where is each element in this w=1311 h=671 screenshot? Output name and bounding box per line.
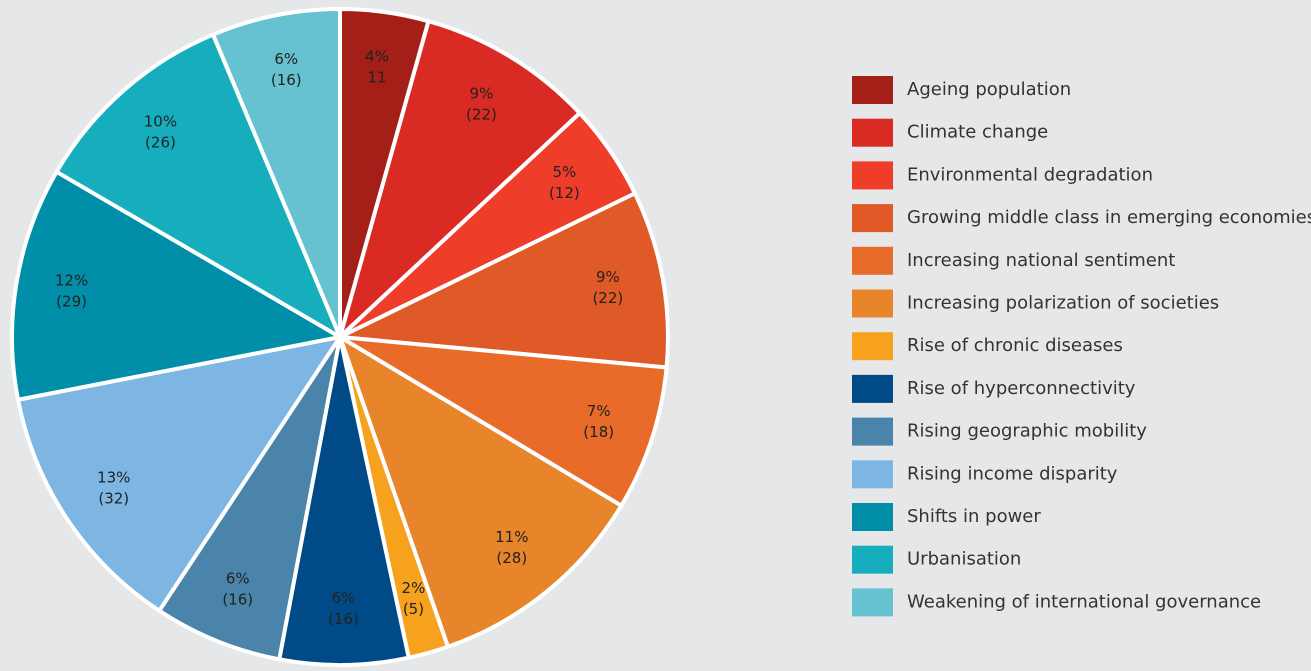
slice-count-label: (16) bbox=[271, 71, 302, 89]
legend-label: Rise of chronic diseases bbox=[907, 335, 1123, 356]
legend-label: Shifts in power bbox=[907, 506, 1041, 527]
legend-label: Environmental degradation bbox=[907, 164, 1153, 185]
legend-swatch bbox=[852, 460, 893, 489]
pie-slice bbox=[277, 335, 411, 667]
pie-slice bbox=[16, 335, 342, 613]
legend-label: Increasing national sentiment bbox=[907, 250, 1175, 271]
pie-slice bbox=[338, 335, 669, 508]
legend-label: Ageing population bbox=[907, 79, 1071, 100]
legend-label: Weakening of international governance bbox=[907, 591, 1261, 612]
slice-count-label: (16) bbox=[328, 610, 359, 628]
pie-slice bbox=[157, 335, 342, 662]
pie-slice bbox=[10, 169, 342, 402]
slice-count-label: (22) bbox=[466, 105, 497, 123]
slice-percent-label: 2% bbox=[402, 579, 426, 597]
slice-count-label: (29) bbox=[56, 293, 87, 311]
slice-count-label: (16) bbox=[222, 590, 253, 608]
slice-count-label: (18) bbox=[583, 423, 614, 441]
legend-swatch bbox=[852, 246, 893, 275]
legend-label: Increasing polarization of societies bbox=[907, 293, 1219, 314]
slice-percent-label: 11% bbox=[495, 528, 528, 546]
slice-count-label: (22) bbox=[592, 289, 623, 307]
legend-swatch bbox=[852, 417, 893, 446]
legend-label: Rising geographic mobility bbox=[907, 421, 1147, 442]
legend-label: Growing middle class in emerging economi… bbox=[907, 207, 1311, 228]
slice-count-label: (5) bbox=[403, 600, 424, 618]
slice-count-label: 11 bbox=[368, 68, 387, 86]
slice-percent-label: 9% bbox=[596, 268, 620, 286]
pie-slice bbox=[54, 32, 342, 339]
legend-label: Rising income disparity bbox=[907, 463, 1118, 484]
pie-slice bbox=[338, 191, 670, 370]
legend-swatch bbox=[852, 332, 893, 361]
pie-slice bbox=[211, 7, 342, 339]
legend-swatch bbox=[852, 374, 893, 403]
slice-percent-label: 5% bbox=[552, 163, 576, 181]
slice-percent-label: 4% bbox=[365, 47, 389, 65]
slice-count-label: (28) bbox=[496, 549, 527, 567]
legend-swatch bbox=[852, 503, 893, 531]
slice-percent-label: 12% bbox=[55, 272, 88, 290]
pie-slice bbox=[338, 335, 624, 649]
pie-slice bbox=[338, 19, 582, 339]
legend-swatch bbox=[852, 588, 893, 617]
legend-label: Rise of hyperconnectivity bbox=[907, 378, 1136, 399]
slice-count-label: (12) bbox=[549, 184, 580, 202]
legend-label: Climate change bbox=[907, 122, 1048, 143]
slice-count-label: (26) bbox=[145, 133, 176, 151]
legend-label: Urbanisation bbox=[907, 549, 1021, 570]
slice-percent-label: 6% bbox=[226, 569, 250, 587]
slice-percent-label: 6% bbox=[274, 50, 298, 68]
slice-percent-label: 9% bbox=[470, 84, 494, 102]
legend-swatch bbox=[852, 76, 893, 104]
slice-percent-label: 6% bbox=[331, 589, 355, 607]
legend-swatch bbox=[852, 118, 893, 147]
legend-swatch bbox=[852, 289, 893, 318]
slice-percent-label: 10% bbox=[144, 112, 177, 130]
legend-swatch bbox=[852, 545, 893, 574]
legend-swatch bbox=[852, 204, 893, 233]
slice-percent-label: 13% bbox=[97, 468, 130, 486]
slice-percent-label: 7% bbox=[587, 402, 611, 420]
slice-count-label: (32) bbox=[98, 489, 129, 507]
legend-swatch bbox=[852, 161, 893, 190]
